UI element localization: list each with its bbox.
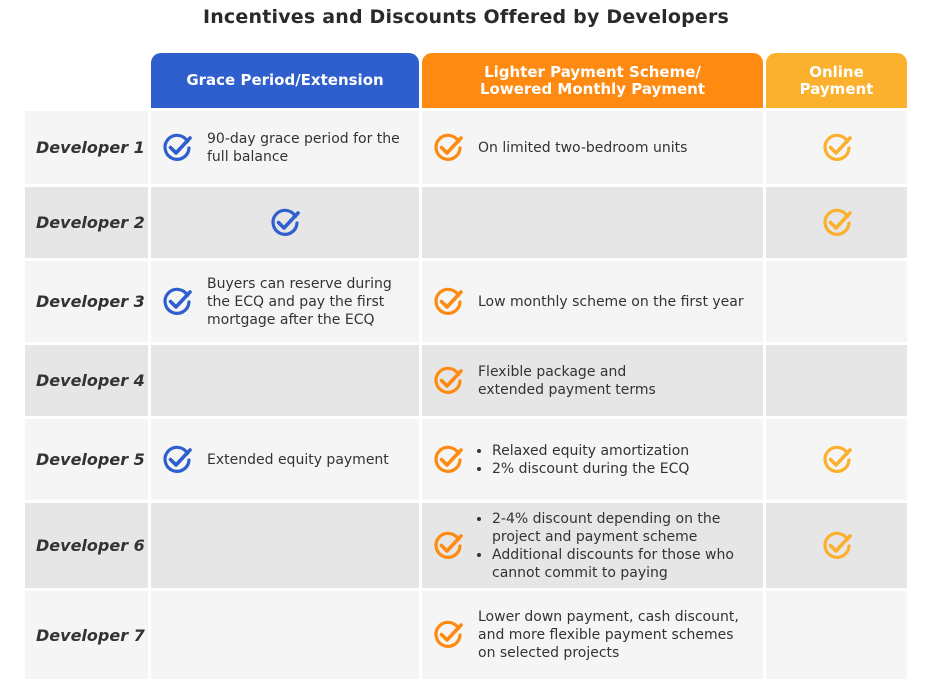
- lighter-bullet-list: Relaxed equity amortization2% discount d…: [478, 442, 689, 478]
- grace-text: Buyers can reserve during the ECQ and pa…: [207, 275, 392, 328]
- grace-cell: Buyers can reserve during the ECQ and pa…: [151, 261, 419, 342]
- lighter-payment-cell: Relaxed equity amortization2% discount d…: [422, 419, 763, 500]
- online-check-icon: [821, 444, 853, 476]
- lighter-check-icon: [432, 286, 464, 318]
- online-payment-cell: [766, 187, 907, 258]
- table-row: Developer 5 Extended equity payment Relaxe…: [25, 419, 907, 500]
- lighter-payment-cell: On limited two-bedroom units: [422, 111, 763, 184]
- lighter-payment-cell: Flexible package and extended payment te…: [422, 345, 763, 416]
- grace-cell: 90-day grace period for the full balance: [151, 111, 419, 184]
- page-title: Incentives and Discounts Offered by Deve…: [202, 6, 730, 28]
- grace-text: Extended equity payment: [207, 451, 389, 468]
- lighter-text: Lower down payment, cash discount, and m…: [478, 609, 739, 661]
- lighter-check-icon: [432, 365, 464, 397]
- table-row: Developer 4 Flexible package and extended…: [25, 345, 907, 416]
- lighter-bullet-item: Additional discounts for those who canno…: [492, 546, 763, 582]
- developer-name: Developer 6: [25, 503, 148, 588]
- lighter-bullet-list: 2-4% discount depending on the project a…: [478, 510, 763, 582]
- grace-cell: [151, 503, 419, 588]
- grace-check-icon: [161, 132, 193, 164]
- grace-check-icon: [161, 444, 193, 476]
- lighter-text: Flexible package and extended payment te…: [478, 363, 656, 398]
- online-payment-cell: [766, 419, 907, 500]
- lighter-text: Low monthly scheme on the first year: [478, 293, 744, 310]
- column-header-grace-label: Grace Period/Extension: [186, 71, 384, 89]
- online-check-icon: [821, 530, 853, 562]
- online-payment-cell: [766, 261, 907, 342]
- lighter-bullet-item: 2% discount during the ECQ: [492, 460, 689, 478]
- grace-cell: [151, 345, 419, 416]
- online-payment-cell: [766, 591, 907, 679]
- developer-name: Developer 1: [25, 111, 148, 184]
- developer-name: Developer 7: [25, 591, 148, 679]
- online-payment-cell: [766, 111, 907, 184]
- column-header-lighter-label: Lighter Payment Scheme/ Lowered Monthly …: [479, 62, 705, 98]
- column-header-lighter: Lighter Payment Scheme/ Lowered Monthly …: [422, 53, 763, 108]
- developer-name: Developer 5: [25, 419, 148, 500]
- lighter-check-icon: [432, 444, 464, 476]
- online-check-icon: [821, 207, 853, 239]
- developer-name: Developer 3: [25, 261, 148, 342]
- grace-cell: Extended equity payment: [151, 419, 419, 500]
- online-check-icon: [821, 132, 853, 164]
- online-payment-cell: [766, 345, 907, 416]
- table-row: Developer 6 2-4% discount depending on th…: [25, 503, 907, 588]
- grace-cell: [151, 187, 419, 258]
- lighter-check-icon: [432, 530, 464, 562]
- grace-check-icon: [269, 207, 301, 239]
- column-header-online: Online Payment: [766, 53, 907, 108]
- lighter-check-icon: [432, 619, 464, 651]
- lighter-payment-cell: 2-4% discount depending on the project a…: [422, 503, 763, 588]
- lighter-bullet-item: 2-4% discount depending on the project a…: [492, 510, 763, 546]
- lighter-payment-cell: [422, 187, 763, 258]
- table-row: Developer 3 Buyers can reserve during the…: [25, 261, 907, 342]
- grace-cell: [151, 591, 419, 679]
- grace-text: 90-day grace period for the full balance: [207, 130, 400, 165]
- lighter-bullet-item: Relaxed equity amortization: [492, 442, 689, 460]
- developer-name: Developer 2: [25, 187, 148, 258]
- table-row: Developer 1 90-day grace period for the f…: [25, 111, 907, 184]
- lighter-check-icon: [432, 132, 464, 164]
- lighter-text: On limited two-bedroom units: [478, 139, 688, 156]
- lighter-payment-cell: Low monthly scheme on the first year: [422, 261, 763, 342]
- table-row: Developer 7 Lower down payment, cash disc…: [25, 591, 907, 679]
- lighter-payment-cell: Lower down payment, cash discount, and m…: [422, 591, 763, 679]
- grace-check-icon: [161, 286, 193, 318]
- developer-name: Developer 4: [25, 345, 148, 416]
- column-header-online-label: Online Payment: [799, 62, 874, 98]
- column-header-grace: Grace Period/Extension: [151, 53, 419, 108]
- table-row: Developer 2: [25, 187, 907, 258]
- online-payment-cell: [766, 503, 907, 588]
